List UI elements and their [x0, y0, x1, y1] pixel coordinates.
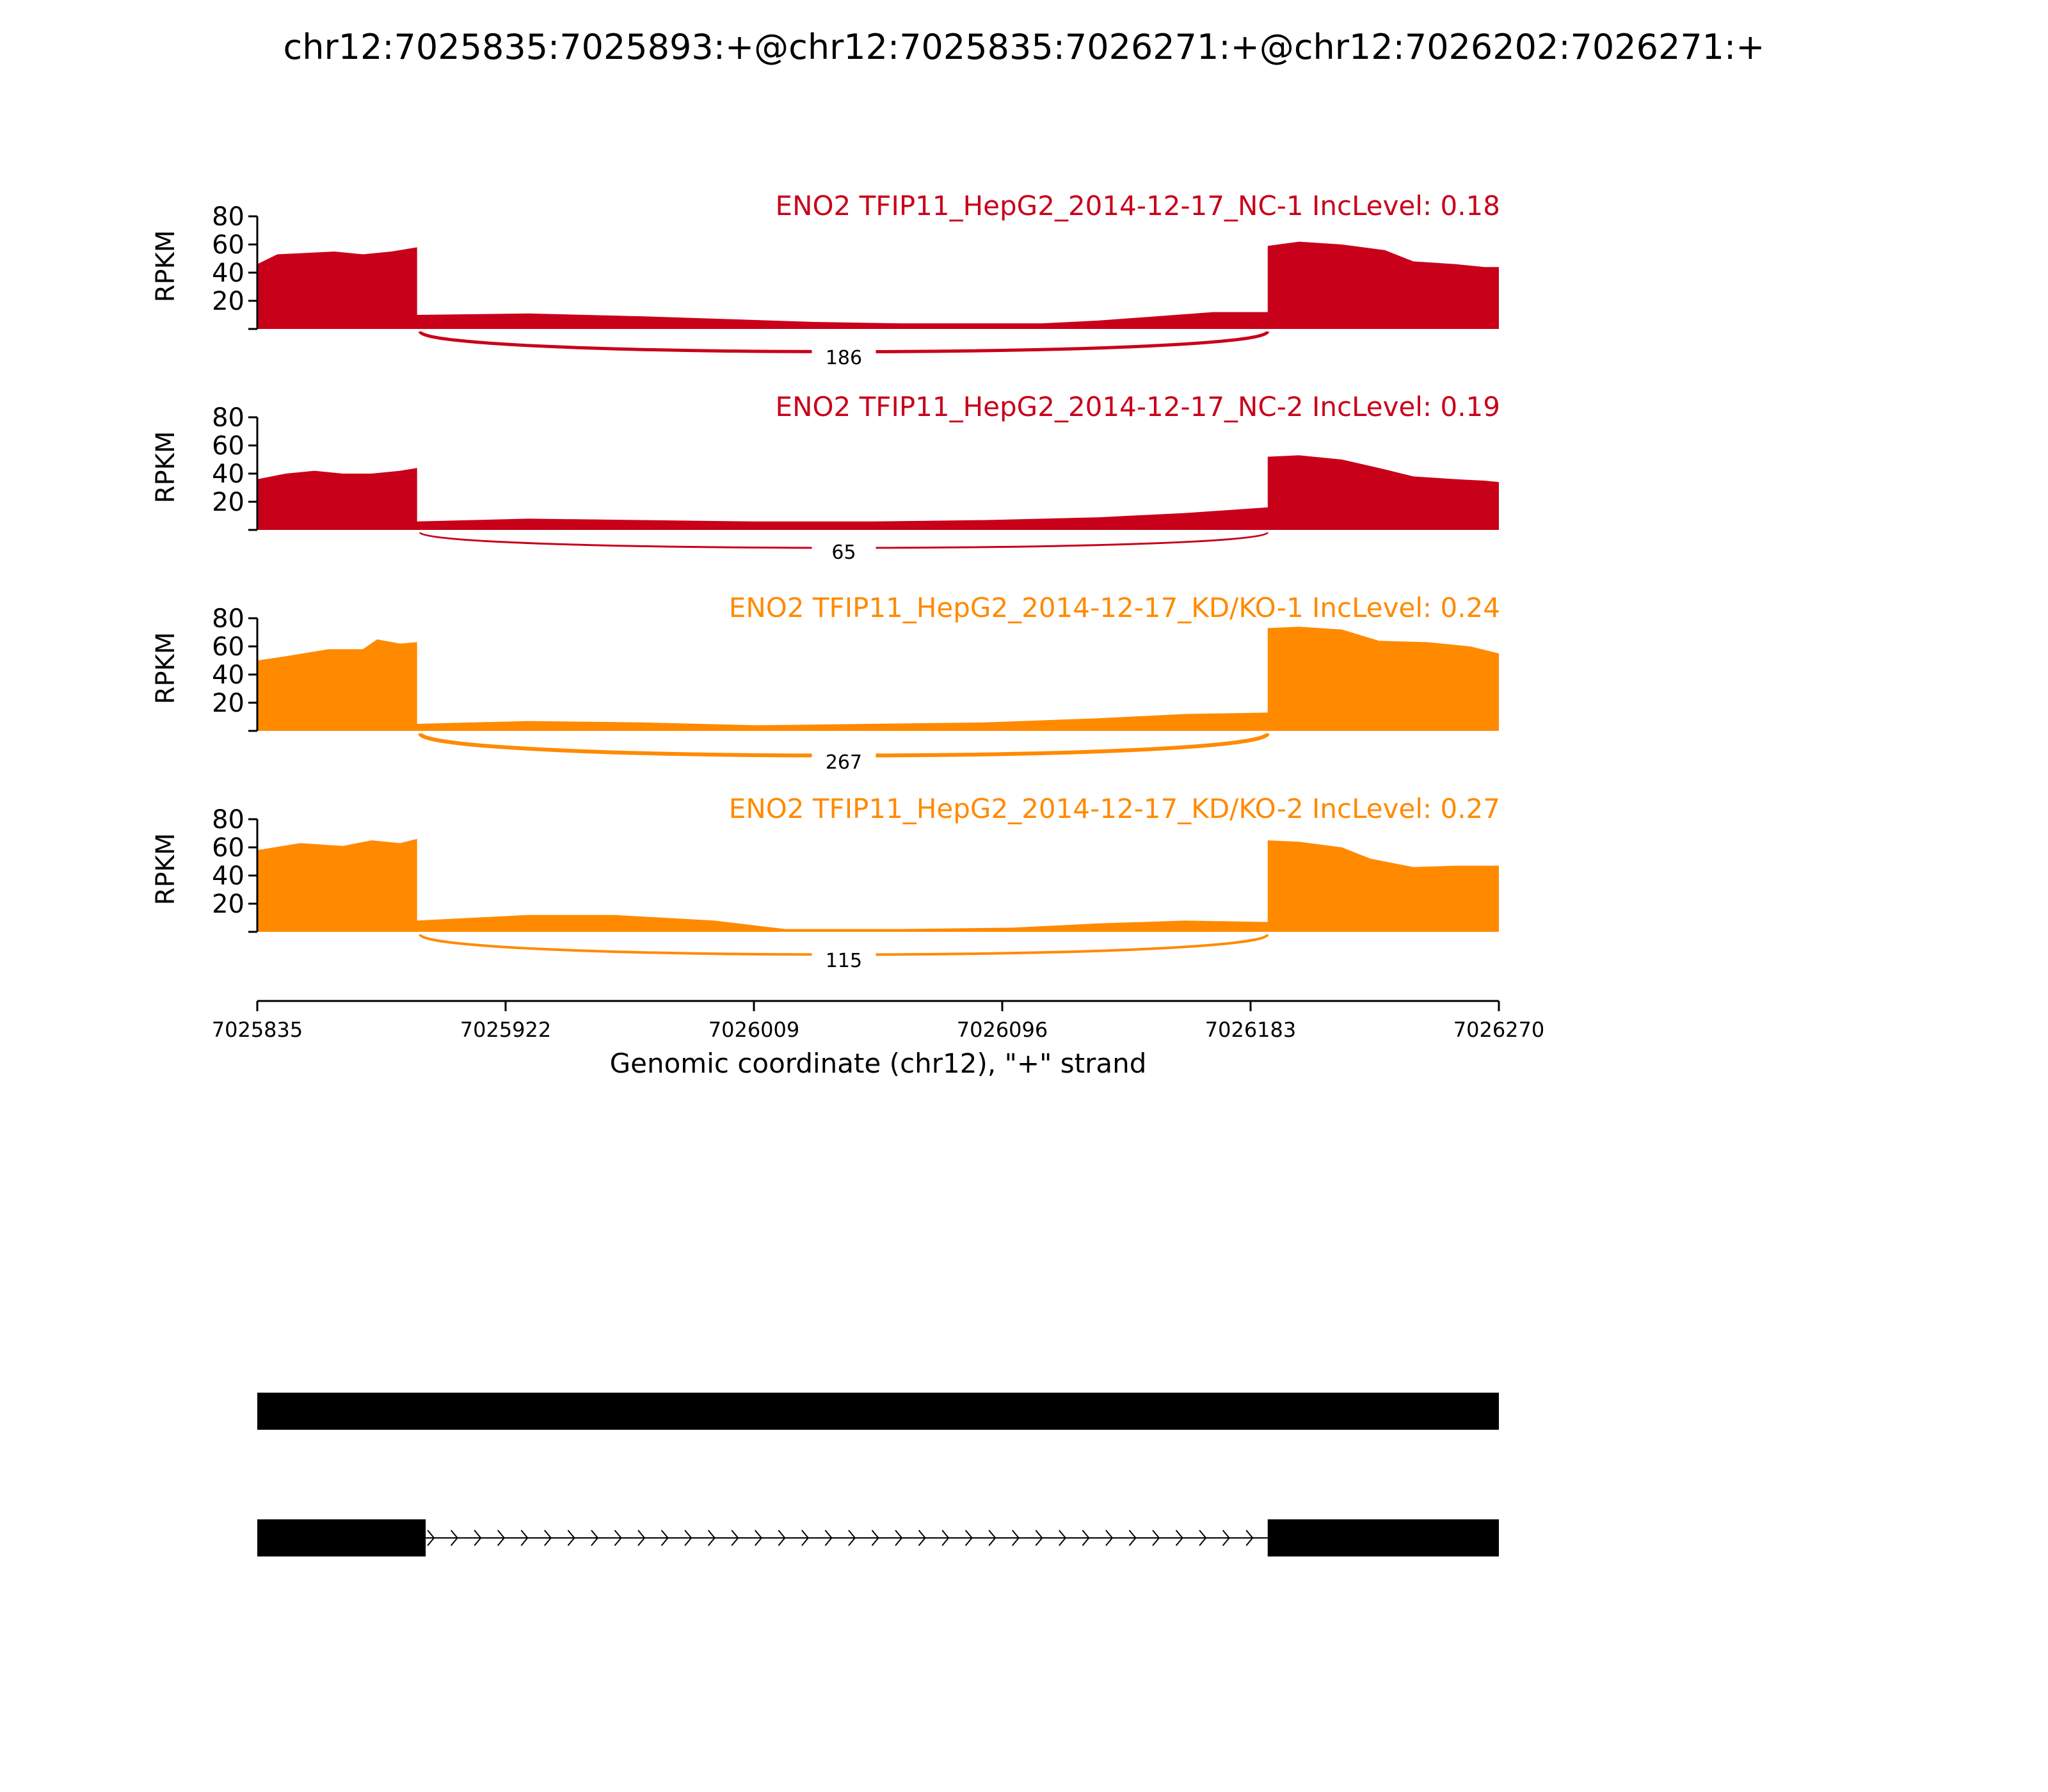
strand-arrow-icon [941, 1530, 950, 1546]
y-tick-label: 60 [212, 431, 244, 461]
y-axis-label: RPKM [151, 632, 180, 705]
x-tick-label: 7026270 [1453, 1018, 1545, 1042]
y-tick-label: 20 [212, 890, 244, 919]
chart-title: chr12:7025835:7025893:+@chr12:7025835:70… [284, 27, 1765, 67]
strand-arrow-icon [1011, 1530, 1020, 1546]
strand-arrow-icon [1199, 1530, 1207, 1546]
strand-arrow-icon [1105, 1530, 1114, 1546]
y-tick-label: 40 [212, 460, 244, 489]
strand-arrow-icon [964, 1530, 973, 1546]
isoform-inclusion-exon [257, 1393, 1499, 1430]
isoform-skip-exon-1 [257, 1519, 426, 1556]
strand-arrow-icon [637, 1530, 646, 1546]
sample-title: ENO2 TFIP11_HepG2_2014-12-17_KD/KO-2 Inc… [729, 793, 1500, 824]
sample-title: ENO2 TFIP11_HepG2_2014-12-17_NC-2 IncLev… [776, 391, 1500, 422]
y-tick-label: 40 [212, 660, 244, 690]
strand-arrow-icon [707, 1530, 716, 1546]
strand-arrow-icon [1059, 1530, 1067, 1546]
coverage-area [257, 455, 1499, 530]
junction-label-bg [812, 947, 876, 972]
strand-arrow-icon [567, 1530, 575, 1546]
junction-label-bg [812, 539, 876, 563]
strand-arrow-icon [824, 1530, 833, 1546]
y-tick-label: 60 [212, 632, 244, 662]
x-tick-label: 7025835 [212, 1018, 303, 1042]
y-tick-label: 80 [212, 202, 244, 232]
strand-arrow-icon [427, 1530, 435, 1546]
junction-count-label: 186 [826, 347, 862, 369]
isoform-skip-exon-2 [1267, 1519, 1499, 1556]
y-tick-label: 60 [212, 230, 244, 260]
x-tick-label: 7026009 [708, 1018, 800, 1042]
y-tick-label: 20 [212, 287, 244, 316]
y-axis-label: RPKM [151, 431, 180, 504]
strand-arrow-icon [988, 1530, 996, 1546]
junction-count-label: 115 [826, 950, 862, 972]
strand-arrow-icon [731, 1530, 739, 1546]
strand-arrow-icon [450, 1530, 458, 1546]
x-tick-label: 7026183 [1205, 1018, 1297, 1042]
sample-title: ENO2 TFIP11_HepG2_2014-12-17_NC-1 IncLev… [776, 190, 1500, 221]
y-tick-label: 80 [212, 604, 244, 634]
junction-count-label: 65 [831, 541, 856, 564]
strand-arrow-icon [871, 1530, 879, 1546]
strand-arrow-icon [544, 1530, 552, 1546]
x-axis-label: Genomic coordinate (chr12), "+" strand [610, 1048, 1147, 1079]
x-tick-label: 7025922 [460, 1018, 552, 1042]
coverage-area [257, 627, 1499, 731]
strand-arrow-icon [895, 1530, 903, 1546]
gene-models [257, 1393, 1499, 1556]
strand-arrow-icon [778, 1530, 786, 1546]
strand-arrow-icon [918, 1530, 926, 1546]
strand-arrow-icon [1082, 1530, 1090, 1546]
strand-arrow-icon [684, 1530, 692, 1546]
y-axis-label: RPKM [151, 230, 180, 303]
coverage-area [257, 241, 1499, 329]
strand-arrow-icon [801, 1530, 810, 1546]
strand-arrow-icon [848, 1530, 856, 1546]
junction-count-label: 267 [826, 751, 862, 774]
strand-arrow-icon [1035, 1530, 1043, 1546]
strand-arrow-icon [754, 1530, 763, 1546]
strand-arrow-icon [1175, 1530, 1183, 1546]
y-tick-label: 80 [212, 403, 244, 433]
strand-arrow-icon [520, 1530, 529, 1546]
y-tick-label: 40 [212, 259, 244, 288]
junction-label-bg [812, 749, 876, 773]
strand-arrow-icon [497, 1530, 506, 1546]
coverage-area [257, 838, 1499, 932]
strand-arrow-icon [614, 1530, 622, 1546]
y-tick-label: 20 [212, 488, 244, 517]
strand-arrow-icon [591, 1530, 599, 1546]
strand-arrow-icon [660, 1530, 669, 1546]
x-tick-label: 7026096 [957, 1018, 1048, 1042]
y-tick-label: 40 [212, 861, 244, 891]
strand-arrow-icon [1245, 1530, 1254, 1546]
y-tick-label: 60 [212, 833, 244, 863]
strand-arrow-icon [1128, 1530, 1137, 1546]
junction-label-bg [812, 344, 876, 369]
x-axis: 7025835 7025922 7026009 7026096 7026183 70262… [212, 1000, 1545, 1042]
y-tick-label: 80 [212, 805, 244, 835]
strand-arrow-icon [1222, 1530, 1230, 1546]
strand-arrow-icon [474, 1530, 482, 1546]
strand-arrow-icon [1152, 1530, 1160, 1546]
y-tick-label: 20 [212, 689, 244, 718]
sample-title: ENO2 TFIP11_HepG2_2014-12-17_KD/KO-1 Inc… [729, 592, 1500, 623]
y-axis-label: RPKM [151, 833, 180, 906]
